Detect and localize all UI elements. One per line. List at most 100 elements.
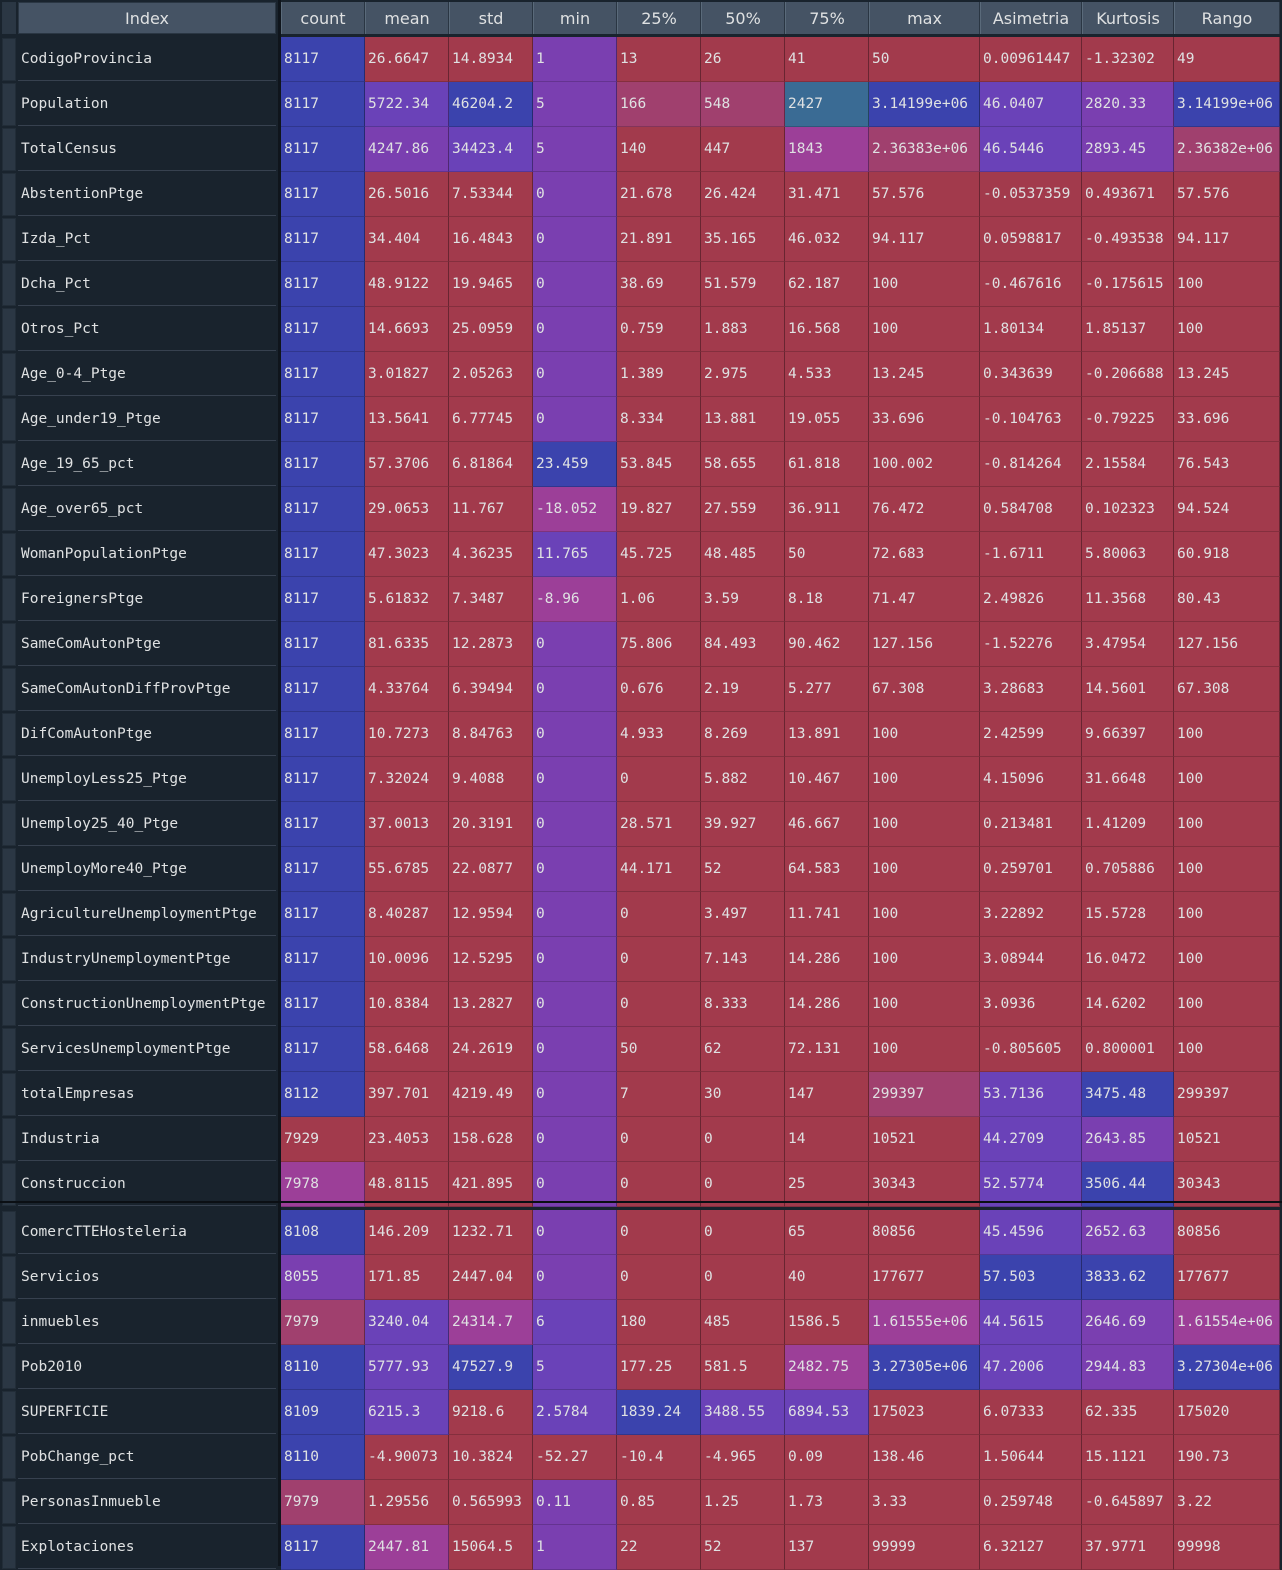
row-header-handle[interactable] xyxy=(2,218,16,261)
index-label[interactable]: ConstructionUnemploymentPtge xyxy=(18,983,276,1026)
table-cell[interactable]: 11.741 xyxy=(785,892,869,937)
table-cell[interactable]: 47.3023 xyxy=(365,532,449,577)
table-cell[interactable]: 1.29556 xyxy=(365,1480,449,1525)
table-cell[interactable]: 397.701 xyxy=(365,1072,449,1117)
table-cell[interactable]: 12.9594 xyxy=(449,892,533,937)
table-cell[interactable]: 3.47954 xyxy=(1082,622,1174,667)
table-cell[interactable]: 62 xyxy=(701,1027,785,1072)
table-cell[interactable]: 57.3706 xyxy=(365,442,449,487)
table-cell[interactable]: 3.33 xyxy=(869,1480,980,1525)
table-cell[interactable]: 35.165 xyxy=(701,217,785,262)
table-cell[interactable]: -4.965 xyxy=(701,1435,785,1480)
table-cell[interactable]: 0.343639 xyxy=(980,352,1082,397)
table-cell[interactable]: 100 xyxy=(1174,757,1280,802)
table-cell[interactable]: 99999 xyxy=(869,1525,980,1570)
table-cell[interactable]: 100.002 xyxy=(869,442,980,487)
table-cell[interactable]: 6.39494 xyxy=(449,667,533,712)
table-cell[interactable]: -8.96 xyxy=(533,577,617,622)
table-cell[interactable]: -4.90073 xyxy=(365,1435,449,1480)
table-cell[interactable]: 62.187 xyxy=(785,262,869,307)
index-label[interactable]: PersonasInmueble xyxy=(18,1481,276,1524)
table-cell[interactable]: 3240.04 xyxy=(365,1300,449,1345)
table-cell[interactable]: 0.705886 xyxy=(1082,847,1174,892)
table-cell[interactable]: 10521 xyxy=(869,1117,980,1162)
table-cell[interactable]: 23.4053 xyxy=(365,1117,449,1162)
table-cell[interactable]: 2.5784 xyxy=(533,1390,617,1435)
table-cell[interactable]: 8117 xyxy=(281,577,365,622)
row-header-handle[interactable] xyxy=(2,128,16,171)
table-cell[interactable]: 2.975 xyxy=(701,352,785,397)
table-cell[interactable]: 11.767 xyxy=(449,487,533,532)
table-cell[interactable]: 8.18 xyxy=(785,577,869,622)
table-cell[interactable]: 5 xyxy=(533,127,617,172)
row-header-handle[interactable] xyxy=(2,353,16,396)
table-cell[interactable]: 2820.33 xyxy=(1082,82,1174,127)
table-cell[interactable]: 81.6335 xyxy=(365,622,449,667)
row-header-handle[interactable] xyxy=(2,578,16,621)
row-header-handle[interactable] xyxy=(2,263,16,306)
row-header-handle[interactable] xyxy=(2,803,16,846)
table-cell[interactable]: 26.424 xyxy=(701,172,785,217)
table-cell[interactable]: 34.404 xyxy=(365,217,449,262)
table-cell[interactable]: 0.85 xyxy=(617,1480,701,1525)
table-cell[interactable]: -1.6711 xyxy=(980,532,1082,577)
table-cell[interactable]: 100 xyxy=(869,982,980,1027)
table-cell[interactable]: 1.80134 xyxy=(980,307,1082,352)
table-cell[interactable]: 0 xyxy=(533,982,617,1027)
table-cell[interactable]: 52 xyxy=(701,847,785,892)
index-label[interactable]: SUPERFICIE xyxy=(18,1391,276,1434)
table-cell[interactable]: 48.9122 xyxy=(365,262,449,307)
table-cell[interactable]: 26 xyxy=(701,37,785,82)
table-cell[interactable]: 1.50644 xyxy=(980,1435,1082,1480)
table-cell[interactable]: 15064.5 xyxy=(449,1525,533,1570)
table-cell[interactable]: 2.36383e+06 xyxy=(869,127,980,172)
table-cell[interactable]: 137 xyxy=(785,1525,869,1570)
table-cell[interactable]: 0.00961447 xyxy=(980,37,1082,82)
table-cell[interactable]: 61.818 xyxy=(785,442,869,487)
row-header-handle[interactable] xyxy=(2,308,16,351)
table-cell[interactable]: 100 xyxy=(1174,937,1280,982)
column-header[interactable]: mean xyxy=(365,2,449,34)
table-cell[interactable]: 5777.93 xyxy=(365,1345,449,1390)
row-header-handle[interactable] xyxy=(2,1256,16,1299)
table-cell[interactable]: 1843 xyxy=(785,127,869,172)
table-cell[interactable]: 46204.2 xyxy=(449,82,533,127)
table-cell[interactable]: 67.308 xyxy=(1174,667,1280,712)
index-label[interactable]: Dcha_Pct xyxy=(18,263,276,306)
table-cell[interactable]: 47527.9 xyxy=(449,1345,533,1390)
table-cell[interactable]: 8117 xyxy=(281,802,365,847)
table-cell[interactable]: -52.27 xyxy=(533,1435,617,1480)
index-label[interactable]: ServicesUnemploymentPtge xyxy=(18,1028,276,1071)
table-cell[interactable]: 33.696 xyxy=(1174,397,1280,442)
table-cell[interactable]: 0 xyxy=(533,622,617,667)
table-cell[interactable]: 2427 xyxy=(785,82,869,127)
column-header[interactable]: std xyxy=(449,2,533,34)
table-cell[interactable]: 175020 xyxy=(1174,1390,1280,1435)
table-cell[interactable]: 62.335 xyxy=(1082,1390,1174,1435)
row-header-handle[interactable] xyxy=(2,83,16,126)
table-cell[interactable]: 1 xyxy=(533,37,617,82)
table-cell[interactable]: 46.032 xyxy=(785,217,869,262)
table-cell[interactable]: 166 xyxy=(617,82,701,127)
table-cell[interactable]: 21.891 xyxy=(617,217,701,262)
table-cell[interactable]: 31.471 xyxy=(785,172,869,217)
table-cell[interactable]: 99998 xyxy=(1174,1525,1280,1570)
table-cell[interactable]: 8117 xyxy=(281,397,365,442)
table-cell[interactable]: 2643.85 xyxy=(1082,1117,1174,1162)
table-cell[interactable]: 9.66397 xyxy=(1082,712,1174,757)
table-cell[interactable]: 8117 xyxy=(281,667,365,712)
table-cell[interactable]: 0.759 xyxy=(617,307,701,352)
table-cell[interactable]: 8117 xyxy=(281,172,365,217)
table-cell[interactable]: 1839.24 xyxy=(617,1390,701,1435)
table-cell[interactable]: 8117 xyxy=(281,1525,365,1570)
table-cell[interactable]: 0.102323 xyxy=(1082,487,1174,532)
table-cell[interactable]: 9218.6 xyxy=(449,1390,533,1435)
table-cell[interactable]: 138.46 xyxy=(869,1435,980,1480)
table-cell[interactable]: 16.4843 xyxy=(449,217,533,262)
table-cell[interactable]: 3475.48 xyxy=(1082,1072,1174,1117)
table-cell[interactable]: 1.41209 xyxy=(1082,802,1174,847)
table-cell[interactable]: 1.25 xyxy=(701,1480,785,1525)
index-label[interactable]: Age_over65_pct xyxy=(18,488,276,531)
table-cell[interactable]: 3.27305e+06 xyxy=(869,1345,980,1390)
index-label[interactable]: inmuebles xyxy=(18,1301,276,1344)
